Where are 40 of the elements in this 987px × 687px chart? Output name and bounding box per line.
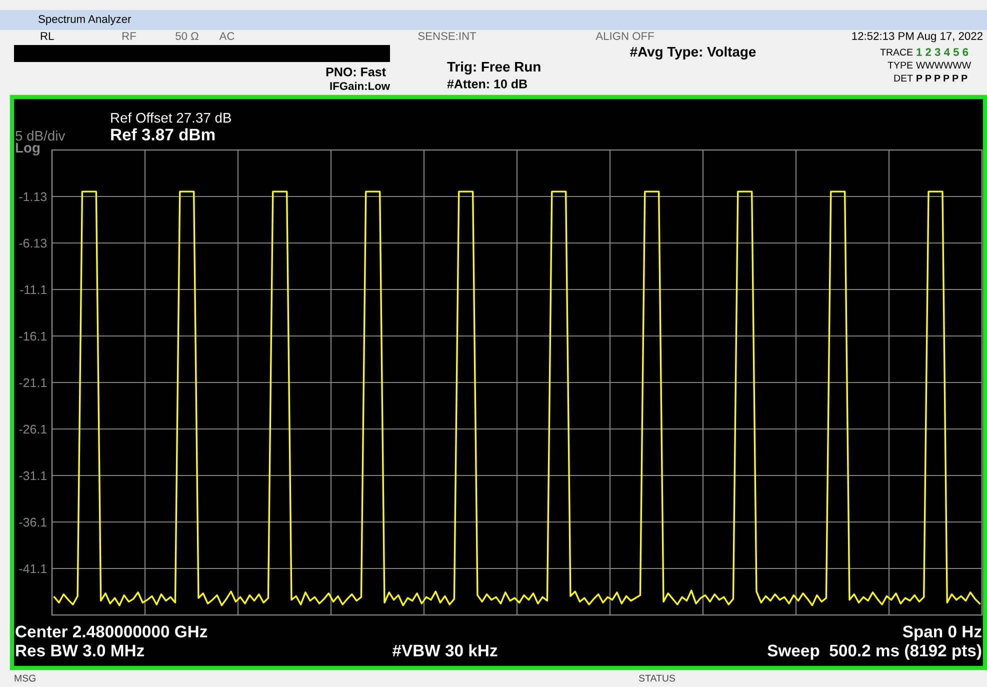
y-tick-label: -26.1 xyxy=(19,424,47,434)
text: 5 dB/div xyxy=(16,130,66,141)
text: IFGain:Low xyxy=(330,82,390,90)
text: Res BW 3.0 MHz xyxy=(16,644,144,656)
text: Center 2.480000000 GHz xyxy=(16,626,208,638)
text: MSG xyxy=(14,674,36,682)
text: #Avg Type: Voltage xyxy=(630,46,756,60)
text: RL xyxy=(40,32,54,40)
text: 1 2 3 4 5 6 xyxy=(916,48,968,56)
text: 50 Ω xyxy=(176,32,198,40)
text: WWWWWW xyxy=(916,62,972,69)
text: TYPE xyxy=(888,62,913,69)
y-tick-label: -31.1 xyxy=(19,471,47,480)
text: Trig: Free Run xyxy=(447,61,540,75)
text: AC xyxy=(219,32,234,40)
text: PNO: Fast xyxy=(326,68,386,76)
y-tick-label: -41.1 xyxy=(19,564,47,574)
text: STATUS xyxy=(638,674,676,682)
text: #VBW 30 kHz xyxy=(392,644,498,656)
y-tick-label: -1.13 xyxy=(19,192,47,202)
text: Ref Offset 27.37 dB xyxy=(111,112,232,123)
chart-title: Spectrum Analyzer xyxy=(38,14,132,26)
text: DET xyxy=(894,74,913,82)
y-tick-label: -36.1 xyxy=(19,518,47,527)
text: Span 0 Hz xyxy=(902,626,982,641)
text: RF xyxy=(122,32,136,40)
text: P P P P P P xyxy=(916,74,968,82)
line-series xyxy=(53,190,981,606)
y-tick-label: -16.1 xyxy=(19,332,47,341)
text: Ref 3.87 dBm xyxy=(111,128,215,140)
text: SENSE:INT xyxy=(418,32,476,40)
y-tick-label: -6.13 xyxy=(19,238,47,248)
text: 12:52:13 PM Aug 17, 2022 xyxy=(852,32,982,42)
text: #Atten: 10 dB xyxy=(447,79,527,88)
text: ALIGN OFF xyxy=(596,32,654,40)
text: Log xyxy=(16,142,40,156)
y-tick-label: -11.1 xyxy=(20,285,47,294)
y-tick-label: -21.1 xyxy=(19,378,47,388)
text: Sweep 500.2 ms (8192 pts) xyxy=(768,644,982,660)
text: TRACE xyxy=(880,48,913,56)
